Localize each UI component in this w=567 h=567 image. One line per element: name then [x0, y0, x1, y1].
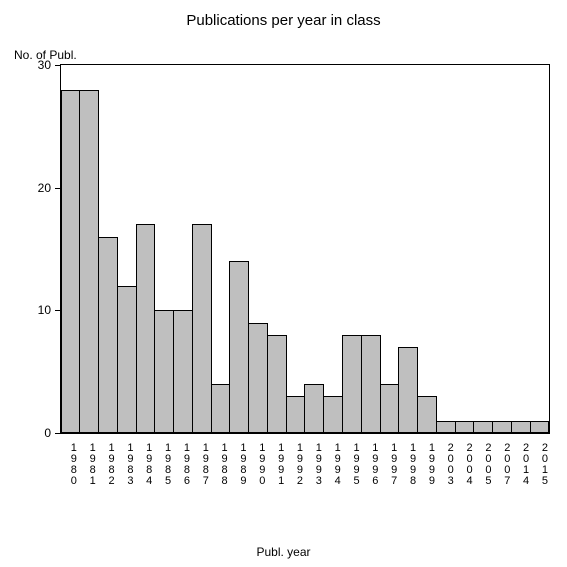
bar	[417, 396, 437, 433]
x-tick-label: 2004	[456, 436, 475, 486]
x-tick-label: 1999	[418, 436, 437, 486]
bar	[61, 90, 81, 433]
x-tick-label: 1991	[267, 436, 286, 486]
chart-title: Publications per year in class	[0, 12, 567, 29]
x-tick-label: 1990	[248, 436, 267, 486]
bar	[79, 90, 99, 433]
x-tick-label: 2005	[475, 436, 494, 486]
x-tick-label: 2014	[512, 436, 531, 486]
bar	[98, 237, 118, 433]
x-tick-label: 1988	[211, 436, 230, 486]
bar	[154, 310, 174, 433]
x-tick-label: 1993	[305, 436, 324, 486]
x-axis-title: Publ. year	[0, 545, 567, 559]
bar	[530, 421, 550, 433]
y-tick-label: 0	[44, 426, 61, 440]
bar	[267, 335, 287, 433]
bar	[229, 261, 249, 433]
x-tick-label: 1983	[117, 436, 136, 486]
bar	[211, 384, 231, 433]
bar	[192, 224, 212, 433]
bars-group	[61, 65, 549, 433]
x-tick-label: 1994	[324, 436, 343, 486]
bar	[136, 224, 156, 433]
x-tick-label: 1998	[399, 436, 418, 486]
x-tick-labels: 1980198119821983198419851986198719881989…	[60, 436, 550, 486]
bar	[511, 421, 531, 433]
y-tick-label: 20	[38, 181, 61, 195]
x-tick-label: 1985	[154, 436, 173, 486]
bar	[342, 335, 362, 433]
y-tick-label: 10	[38, 303, 61, 317]
y-tick-label: 30	[38, 58, 61, 72]
x-tick-label: 1997	[380, 436, 399, 486]
plot-area: 0102030	[60, 64, 550, 434]
x-tick-label: 1980	[60, 436, 79, 486]
bar	[286, 396, 306, 433]
x-tick-label: 1981	[79, 436, 98, 486]
bar	[473, 421, 493, 433]
chart-container: Publications per year in class No. of Pu…	[0, 0, 567, 567]
bar	[117, 286, 137, 433]
x-tick-label: 1984	[135, 436, 154, 486]
x-tick-label: 1987	[192, 436, 211, 486]
bar	[173, 310, 193, 433]
x-tick-label: 1996	[362, 436, 381, 486]
bar	[436, 421, 456, 433]
x-tick-label: 2015	[531, 436, 550, 486]
x-tick-label: 1986	[173, 436, 192, 486]
bar	[304, 384, 324, 433]
x-tick-label: 1989	[230, 436, 249, 486]
bar	[492, 421, 512, 433]
x-tick-label: 2007	[493, 436, 512, 486]
x-tick-label: 1995	[343, 436, 362, 486]
bar	[248, 323, 268, 433]
bar	[455, 421, 475, 433]
bar	[323, 396, 343, 433]
bar	[361, 335, 381, 433]
x-tick-label: 2003	[437, 436, 456, 486]
x-tick-label: 1982	[98, 436, 117, 486]
bar	[380, 384, 400, 433]
bar	[398, 347, 418, 433]
x-tick-label: 1992	[286, 436, 305, 486]
